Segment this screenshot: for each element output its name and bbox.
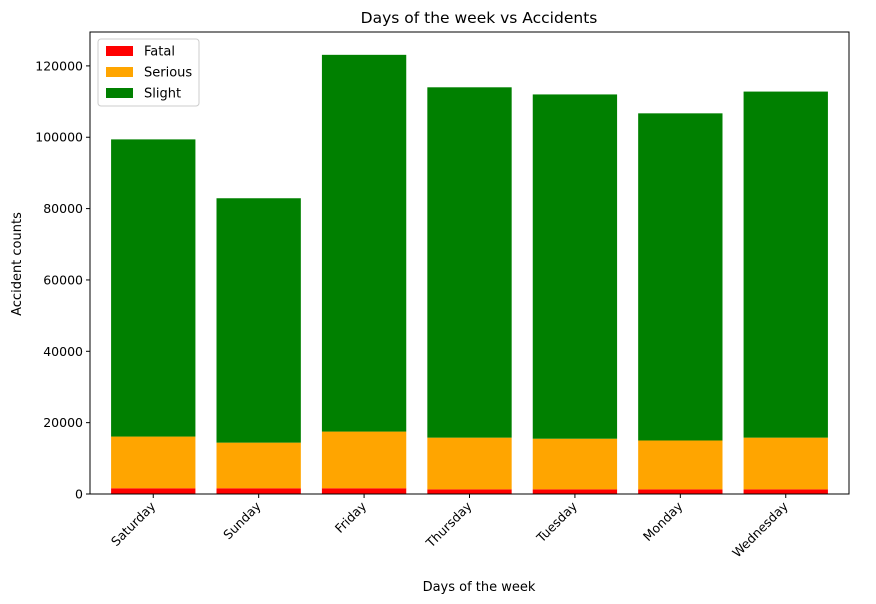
x-tick-label: Friday	[332, 498, 370, 536]
x-tick-label: Monday	[640, 498, 686, 544]
bar-slight-friday	[321, 54, 407, 432]
bar-serious-saturday	[111, 436, 196, 489]
bar-fatal-thursday	[427, 489, 512, 494]
legend-label-slight: Slight	[144, 87, 181, 102]
legend-swatch-slight	[106, 88, 133, 98]
bar-serious-wednesday	[743, 437, 828, 490]
y-axis: 0 20000 40000 60000 80000 100000 120000	[35, 58, 90, 502]
legend: Fatal Serious Slight	[97, 38, 200, 107]
y-tick-label: 40000	[43, 344, 83, 359]
y-tick-label: 20000	[43, 415, 83, 430]
x-tick-label: Tuesday	[533, 498, 581, 546]
bar-serious-tuesday	[532, 438, 618, 490]
bar-fatal-tuesday	[532, 489, 618, 494]
y-tick-label: 0	[75, 487, 83, 502]
bar-fatal-saturday	[111, 488, 196, 494]
bar-serious-monday	[638, 440, 723, 490]
y-tick-label: 100000	[35, 130, 83, 145]
bar-serious-thursday	[427, 437, 512, 490]
bar-slight-tuesday	[532, 94, 618, 439]
x-tick-label: Sunday	[220, 498, 264, 542]
chart-title: Days of the week vs Accidents	[361, 9, 598, 27]
bar-slight-monday	[638, 113, 723, 441]
bar-fatal-friday	[321, 488, 407, 494]
y-tick-label: 120000	[35, 58, 83, 73]
legend-label-fatal: Fatal	[144, 45, 175, 60]
x-tick-label: Wednesday	[729, 498, 791, 560]
bar-slight-sunday	[216, 198, 301, 443]
y-tick-label: 80000	[43, 201, 83, 216]
x-tick-label: Saturday	[108, 498, 159, 549]
x-tick-label: Thursday	[422, 498, 475, 551]
x-axis-label: Days of the week	[423, 580, 536, 595]
plot-area	[89, 31, 850, 495]
bar-fatal-sunday	[216, 488, 301, 494]
bar-slight-wednesday	[743, 91, 828, 438]
bar-slight-thursday	[427, 87, 512, 438]
bar-serious-sunday	[216, 442, 301, 489]
x-axis: Saturday Sunday Friday Thursday Tuesday Monda…	[108, 494, 791, 560]
bar-fatal-monday	[638, 489, 723, 494]
bar-fatal-wednesday	[743, 489, 828, 494]
legend-label-serious: Serious	[144, 66, 192, 81]
y-tick-label: 60000	[43, 272, 83, 287]
bar-slight-saturday	[111, 139, 196, 437]
bar-serious-friday	[321, 431, 407, 489]
legend-swatch-fatal	[106, 46, 133, 56]
y-axis-label: Accident counts	[10, 212, 25, 316]
legend-swatch-serious	[106, 67, 133, 77]
